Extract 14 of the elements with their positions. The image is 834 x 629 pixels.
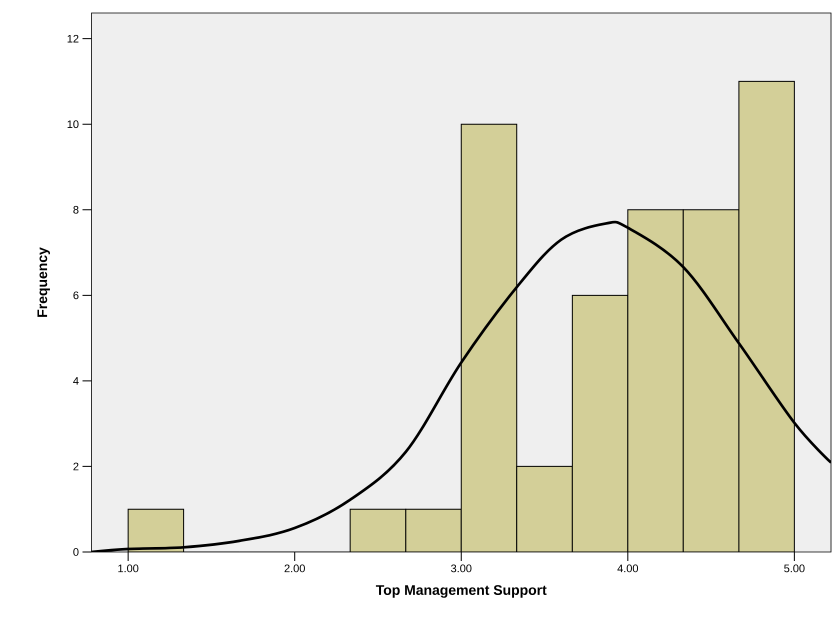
x-tick-label: 4.00 (617, 564, 638, 572)
y-tick-label: 2 (73, 462, 78, 470)
y-tick-label: 0 (73, 548, 79, 556)
x-tick-label: 2.00 (284, 564, 305, 572)
y-tick-label: 10 (68, 120, 79, 128)
y-tick-label: 12 (68, 34, 78, 42)
y-tick-label: 8 (73, 206, 78, 214)
x-tick-label: 5.00 (784, 564, 805, 572)
x-tick-label: 1.00 (118, 564, 138, 572)
y-tick-label: 6 (73, 291, 78, 300)
x-tick-label: 3.00 (451, 564, 472, 572)
x-axis-title: Top Management Support (376, 585, 547, 598)
y-tick-label: 4 (73, 377, 79, 385)
y-axis-title: Frequency (37, 247, 50, 317)
